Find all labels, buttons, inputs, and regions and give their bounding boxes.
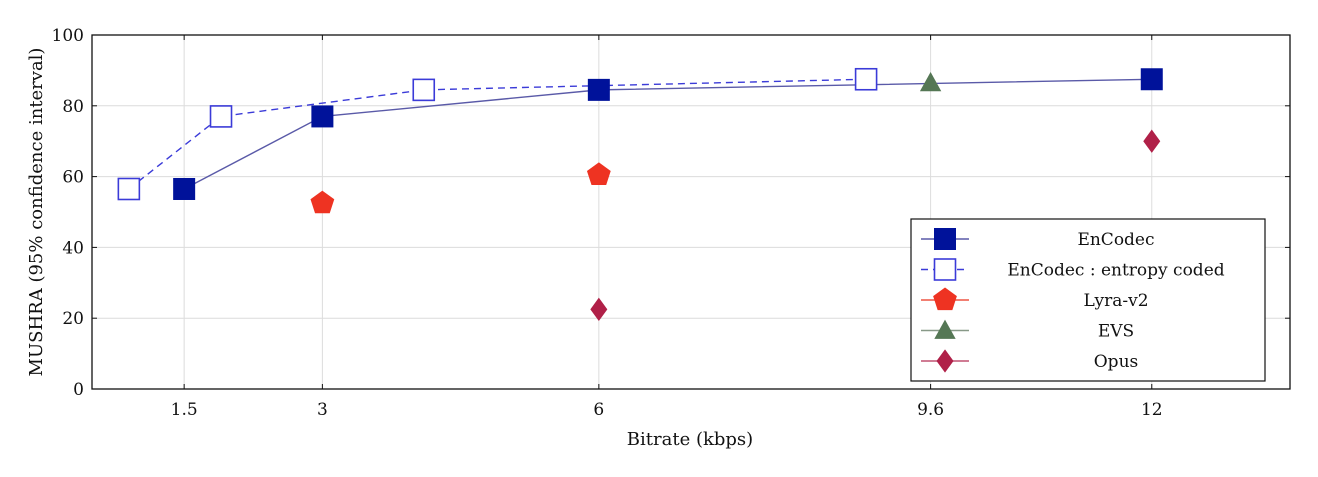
- encodec-marker: [311, 105, 334, 128]
- opus-marker: [590, 297, 608, 322]
- legend-label-opus: Opus: [1094, 352, 1139, 372]
- lyra-marker: [310, 190, 335, 214]
- evs-marker: [919, 71, 942, 92]
- x-tick-label: 6: [593, 400, 604, 420]
- encodec-line: [183, 78, 1152, 190]
- x-axis-label: Bitrate (kbps): [627, 429, 753, 450]
- legend-marker-encodec: [934, 228, 956, 250]
- y-tick-label: 20: [62, 309, 84, 329]
- y-axis-label: MUSHRA (95% confidence interval): [26, 48, 47, 377]
- lyra-marker: [586, 162, 611, 185]
- x-tick-label: 9.6: [917, 400, 944, 420]
- y-tick-label: 60: [62, 168, 84, 188]
- encodec_entropy-marker: [412, 78, 436, 102]
- legend-box: [910, 218, 1266, 382]
- legend-marker-encodec_entropy: [933, 258, 957, 281]
- opus-marker: [1143, 129, 1161, 153]
- legend-marker-evs: [934, 319, 956, 339]
- legend-label-evs: EVS: [1098, 322, 1134, 342]
- encodec_entropy-marker: [209, 105, 233, 128]
- plot-frame: [91, 34, 1291, 390]
- encodec_entropy-marker: [854, 67, 878, 91]
- legend-marker-opus: [936, 349, 954, 373]
- y-tick-label: 0: [73, 380, 84, 400]
- legend-marker-lyra: [933, 287, 957, 311]
- series-markers: [117, 67, 1163, 322]
- axis-ticks: 1.5 3 6 9.6 12 0 20 40 60 80 100: [52, 26, 1290, 420]
- plot-border: [91, 34, 1291, 390]
- y-tick-label: 40: [62, 238, 84, 258]
- legend-label-encodec: EnCodec: [1077, 230, 1154, 250]
- encodec-marker: [587, 78, 610, 101]
- encodec_entropy-marker: [117, 177, 141, 201]
- y-tick-label: 80: [62, 97, 84, 117]
- x-tick-label: 12: [1141, 400, 1163, 420]
- encodec-marker: [173, 177, 196, 200]
- legend-label-encodec_entropy: EnCodec : entropy coded: [1007, 261, 1224, 281]
- x-tick-label: 1.5: [171, 400, 198, 420]
- x-tick-label: 3: [317, 400, 328, 420]
- legend-label-lyra: Lyra-v2: [1083, 291, 1148, 311]
- encodec_entropy-line: [128, 78, 867, 190]
- y-tick-label: 100: [52, 26, 84, 46]
- legend: EnCodec EnCodec : entropy coded Lyra-v2 EVS…: [910, 218, 1266, 382]
- encodec-marker: [1140, 68, 1163, 91]
- series-lines: [128, 78, 1152, 190]
